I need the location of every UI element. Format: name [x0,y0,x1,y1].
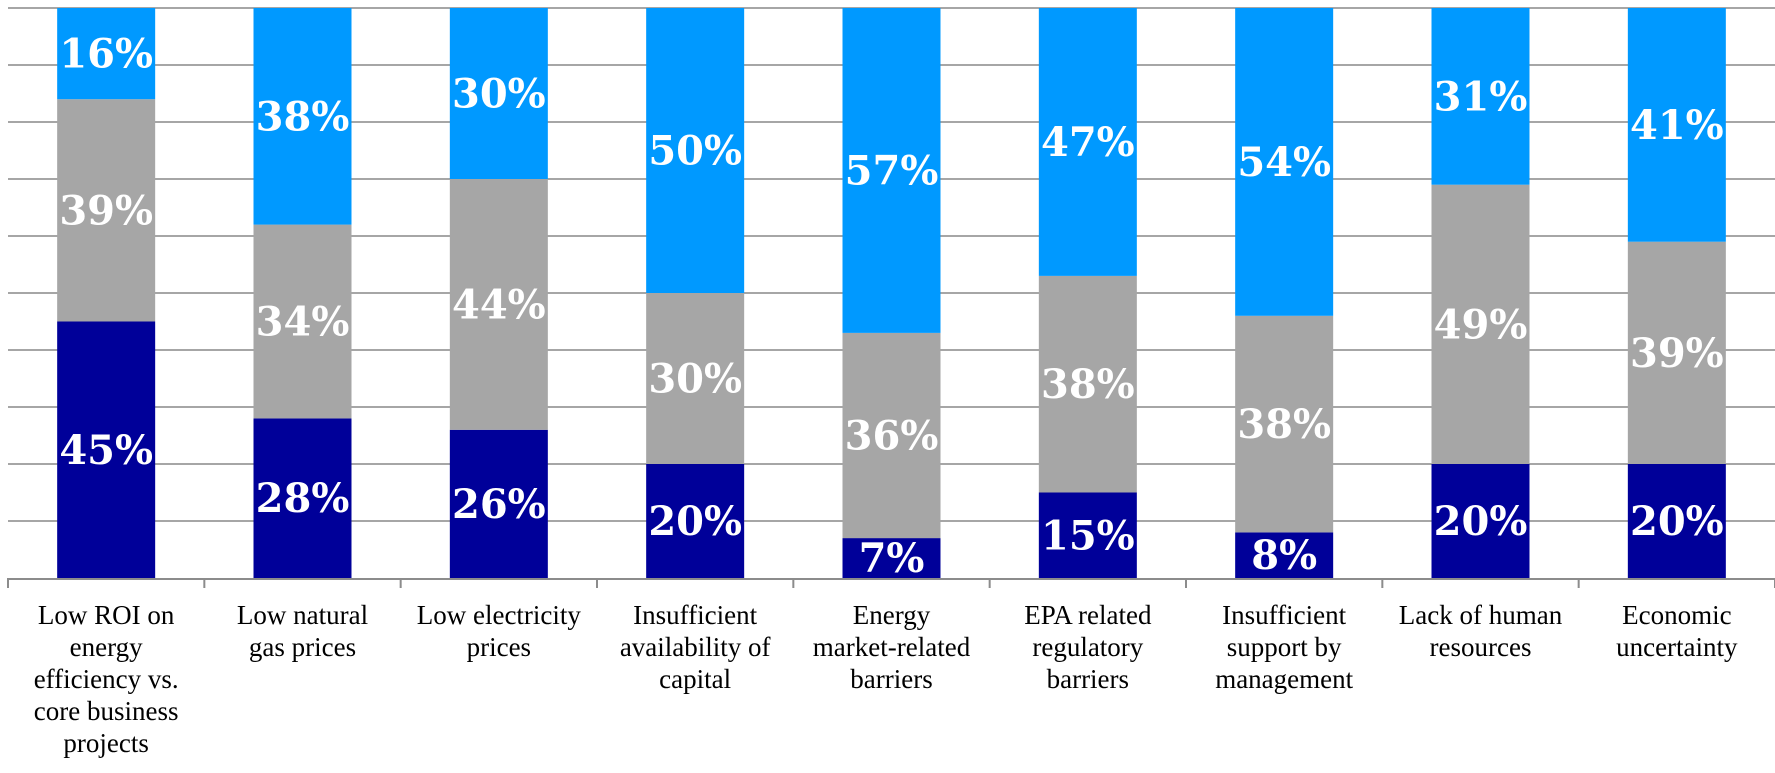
data-label: 30% [452,71,546,118]
category-label: Low electricity prices [417,600,582,662]
data-label: 54% [1237,139,1331,186]
bar-segment [1627,241,1726,464]
bar-segment [646,8,745,293]
bar-segment [1627,464,1726,578]
bar-segment [1038,492,1137,578]
bar-segment [1627,8,1726,242]
bar-stacks: 45% 39% 16% 28% 34% 38% 26% 44% 30% 20% 30% 50% 7% 36… [57,8,1726,582]
data-label: 26% [452,481,546,528]
bar-segment [449,429,548,578]
data-label: 7% [859,535,925,582]
data-label: 49% [1434,301,1528,348]
bar-segment [1038,275,1137,493]
bar-segment [57,8,156,100]
bar-segment [449,179,548,430]
data-label: 34% [256,299,350,346]
data-label: 20% [648,498,742,545]
data-label: 38% [1041,361,1135,408]
bar-segment [1235,8,1334,316]
bar-segment [57,321,156,578]
bar-segment [1235,532,1334,578]
data-label: 50% [648,128,742,175]
data-label: 15% [1041,512,1135,559]
category-label: Low ROI on energy efficiency vs. core busin… [34,600,179,758]
data-label: 44% [452,281,546,328]
data-label: 31% [1434,73,1528,120]
bar-segment [253,8,352,225]
data-label: 47% [1041,119,1135,166]
data-label: 57% [845,147,939,194]
bar-segment [253,224,352,419]
category-labels: Low ROI on energy efficiency vs. core busin… [34,600,1738,758]
data-label: 20% [1630,498,1724,545]
data-label: 41% [1630,102,1724,149]
category-label: Energy market-related barriers [813,600,971,694]
data-label: 38% [1237,401,1331,448]
category-label: Insufficient support by management [1215,600,1353,694]
data-label: 20% [1434,498,1528,545]
data-label: 45% [59,427,153,474]
bar-segment [646,293,745,464]
bar-segment [1235,315,1334,533]
bar-segment [1431,184,1530,464]
bar-segment [253,418,352,578]
bar-segment [57,99,156,322]
data-label: 39% [1630,330,1724,377]
data-label: 28% [256,475,350,522]
data-label: 36% [845,413,939,460]
bar-segment [842,538,941,578]
bar-segment [1038,8,1137,276]
bar-segment [1431,8,1530,185]
category-label: Low natural gas prices [237,600,368,662]
data-label: 8% [1251,532,1317,579]
bar-segment [842,8,941,333]
bar-segment [449,8,548,179]
bar-segment [1431,464,1530,578]
category-label: Lack of human resources [1399,600,1563,662]
category-label: Economic uncertainty [1616,600,1738,662]
x-axis [7,578,1775,588]
data-label: 30% [648,356,742,403]
data-label: 16% [59,31,153,78]
bar-segment [646,464,745,578]
bar-segment [842,332,941,539]
data-label: 38% [256,93,350,140]
data-label: 39% [59,187,153,234]
category-label: Insufficient availability of capital [620,600,771,694]
category-label: EPA related regulatory barriers [1024,600,1152,694]
